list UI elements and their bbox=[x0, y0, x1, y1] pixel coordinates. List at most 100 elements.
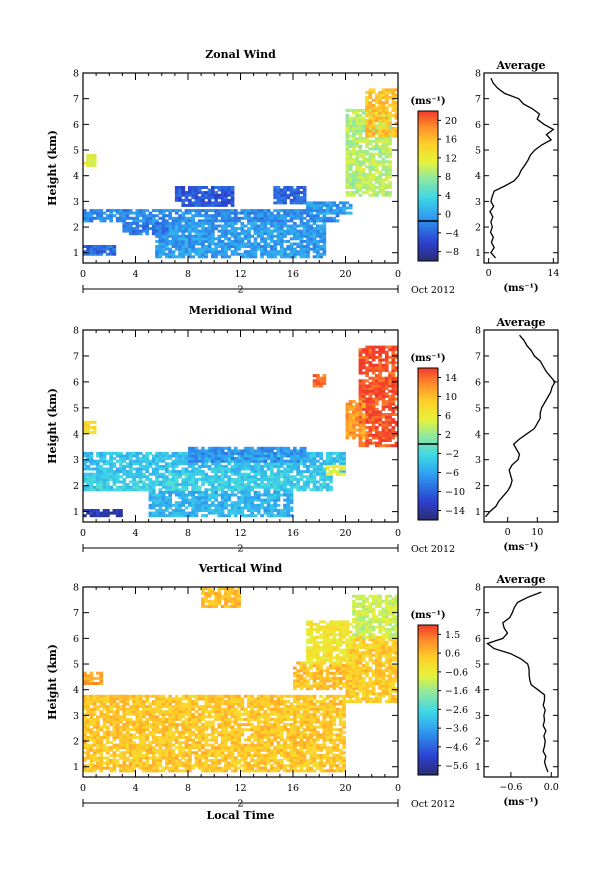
heatmap-cell bbox=[207, 477, 212, 481]
heatmap-cell bbox=[371, 106, 376, 110]
heatmap-cell bbox=[184, 472, 189, 476]
colorbar-segment bbox=[418, 413, 438, 417]
heatmap-cell bbox=[211, 493, 215, 497]
heatmap-cell bbox=[155, 477, 159, 481]
heatmap-cell bbox=[365, 108, 369, 112]
colorbar-tick-label: −6 bbox=[445, 468, 459, 479]
heatmap-cell bbox=[273, 201, 277, 205]
heatmap-cell bbox=[247, 237, 251, 241]
heatmap-cell bbox=[174, 454, 179, 458]
heatmap-cell bbox=[233, 511, 238, 515]
heatmap-cell bbox=[355, 162, 359, 166]
heatmap-cell bbox=[119, 720, 123, 724]
heatmap-cell bbox=[365, 433, 369, 437]
heatmap-cell bbox=[384, 355, 389, 359]
heatmap-cell bbox=[384, 142, 389, 146]
heatmap-cell bbox=[220, 252, 225, 256]
heatmap-cell bbox=[293, 451, 297, 455]
heatmap-cell bbox=[240, 457, 245, 461]
heatmap-cell bbox=[322, 470, 327, 474]
heatmap-cell bbox=[171, 467, 176, 471]
heatmap-cell bbox=[99, 219, 104, 223]
heatmap-cell bbox=[132, 705, 136, 709]
heatmap-cell bbox=[276, 242, 281, 246]
heatmap-cell bbox=[168, 224, 172, 228]
heatmap-cell bbox=[125, 485, 130, 489]
heatmap-cell bbox=[168, 252, 172, 256]
heatmap-cell bbox=[381, 162, 386, 166]
heatmap-cell bbox=[378, 418, 382, 422]
heatmap-cell bbox=[381, 433, 386, 437]
heatmap-cell bbox=[214, 255, 218, 259]
heatmap-cell bbox=[168, 723, 172, 727]
heatmap-cell bbox=[378, 433, 382, 437]
heatmap-cell bbox=[115, 712, 120, 716]
heatmap-cell bbox=[217, 514, 222, 518]
colorbar-segment bbox=[418, 398, 438, 402]
heatmap-cell bbox=[96, 694, 100, 698]
heatmap-cell bbox=[361, 111, 366, 115]
heatmap-cell bbox=[253, 498, 258, 502]
heatmap-cell bbox=[361, 160, 366, 164]
heatmap-cell bbox=[174, 756, 179, 760]
heatmap-cell bbox=[391, 355, 396, 359]
heatmap-cell bbox=[89, 738, 94, 742]
heatmap-cell bbox=[178, 250, 182, 254]
heatmap-cell bbox=[122, 735, 127, 739]
heatmap-cell bbox=[247, 239, 251, 243]
heatmap-cell bbox=[365, 180, 369, 184]
heatmap-cell bbox=[220, 483, 225, 487]
heatmap-cell bbox=[365, 387, 369, 391]
heatmap-cell bbox=[256, 496, 261, 500]
heatmap-cell bbox=[388, 134, 392, 138]
heatmap-cell bbox=[243, 252, 248, 256]
heatmap-cell bbox=[96, 509, 100, 512]
heatmap-cell bbox=[211, 193, 215, 197]
heatmap-cell bbox=[375, 350, 379, 354]
heatmap-cell bbox=[148, 511, 153, 515]
heatmap-cell bbox=[151, 725, 156, 729]
heatmap-cell bbox=[329, 216, 333, 220]
heatmap-cell bbox=[368, 355, 373, 359]
heatmap-cell bbox=[391, 426, 396, 429]
heatmap-cell bbox=[365, 114, 369, 118]
heatmap-cell bbox=[161, 221, 166, 225]
heatmap-cell bbox=[237, 449, 241, 453]
heatmap-cell bbox=[92, 766, 97, 770]
heatmap-cell bbox=[178, 764, 182, 768]
colorbar-segment bbox=[418, 444, 438, 448]
heatmap-cell bbox=[135, 227, 140, 231]
heatmap-cell bbox=[266, 509, 271, 512]
heatmap-cell bbox=[256, 464, 261, 468]
heatmap-cell bbox=[371, 348, 376, 352]
heatmap-cell bbox=[260, 506, 264, 510]
heatmap-cell bbox=[335, 459, 340, 463]
heatmap-cell bbox=[188, 247, 192, 251]
heatmap-cell bbox=[375, 400, 379, 404]
heatmap-cell bbox=[109, 209, 113, 213]
heatmap-cell bbox=[158, 764, 163, 768]
heatmap-cell bbox=[168, 250, 172, 254]
heatmap-cell bbox=[273, 485, 277, 489]
heatmap-cell bbox=[279, 237, 284, 241]
heatmap-cell bbox=[381, 193, 386, 197]
heatmap-cell bbox=[148, 214, 153, 218]
heatmap-cell bbox=[224, 221, 228, 225]
heatmap-cell bbox=[247, 216, 251, 220]
heatmap-cell bbox=[227, 232, 232, 236]
heatmap-cell bbox=[358, 418, 363, 422]
heatmap-cell bbox=[178, 224, 182, 228]
heatmap-cell bbox=[391, 428, 396, 432]
heatmap-cell bbox=[384, 173, 389, 177]
heatmap-cell bbox=[188, 255, 192, 259]
heatmap-cell bbox=[128, 761, 133, 765]
heatmap-cell bbox=[220, 464, 225, 468]
heatmap-cell bbox=[128, 764, 133, 768]
heatmap-cell bbox=[138, 746, 143, 750]
heatmap-cell bbox=[391, 384, 396, 388]
heatmap-cell bbox=[375, 132, 379, 136]
heatmap-cell bbox=[109, 705, 113, 709]
heatmap-cell bbox=[365, 142, 369, 146]
heatmap-cell bbox=[125, 464, 130, 468]
heatmap-cell bbox=[83, 428, 87, 432]
